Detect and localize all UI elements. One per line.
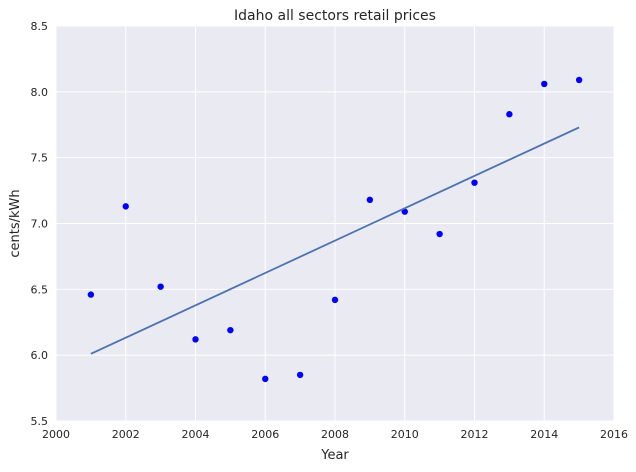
- chart-title: Idaho all sectors retail prices: [234, 8, 436, 24]
- data-point: [541, 80, 548, 88]
- data-point: [331, 296, 339, 304]
- x-tick-labels: 2000 2002 2004 2006 2008 2010 2012 2014 2016: [42, 428, 628, 441]
- x-tick-label: 2010: [391, 428, 419, 441]
- x-tick-label: 2000: [42, 428, 70, 441]
- data-point: [192, 336, 199, 343]
- data-point: [227, 326, 234, 334]
- y-tick-label: 6.5: [31, 283, 49, 296]
- x-tick-label: 2014: [530, 428, 558, 441]
- x-tick-label: 2016: [600, 428, 628, 441]
- x-tick-label: 2002: [112, 428, 140, 441]
- data-point: [122, 203, 129, 210]
- y-tick-label: 7.5: [31, 152, 49, 165]
- data-point: [471, 179, 478, 186]
- y-axis-label: cents/kWh: [8, 189, 23, 257]
- y-tick-label: 7.0: [31, 218, 49, 231]
- y-tick-label: 6.0: [31, 349, 49, 362]
- grid-lines: [55, 25, 615, 422]
- y-tick-label: 8.0: [31, 86, 49, 99]
- data-point: [366, 196, 374, 203]
- x-axis-label: Year: [320, 448, 349, 463]
- x-tick-label: 2008: [321, 428, 349, 441]
- data-point: [262, 375, 269, 383]
- x-tick-label: 2006: [251, 428, 279, 441]
- y-tick-label: 5.5: [31, 415, 49, 428]
- data-point: [575, 76, 583, 84]
- data-marks: [87, 76, 583, 383]
- data-point: [296, 371, 304, 379]
- data-point: [157, 283, 164, 290]
- y-tick-label: 8.5: [31, 20, 49, 33]
- x-tick-label: 2012: [461, 428, 489, 441]
- x-tick-label: 2004: [182, 428, 210, 441]
- data-point: [436, 230, 443, 238]
- y-tick-labels: 5.5 6.0 6.5 7.0 7.5 8.0 8.5: [31, 20, 49, 428]
- data-point: [87, 291, 95, 298]
- data-point: [401, 208, 408, 215]
- data-point: [506, 111, 513, 118]
- trend-line: [90, 126, 580, 355]
